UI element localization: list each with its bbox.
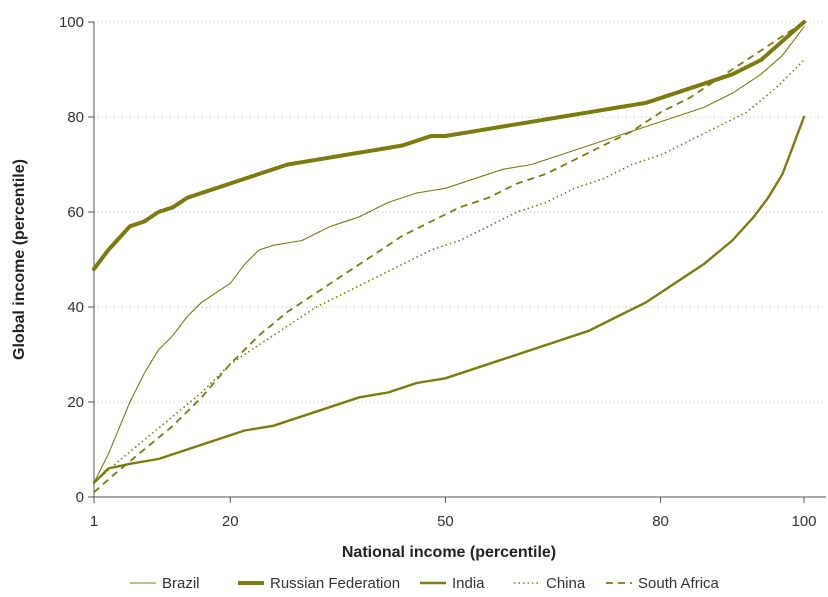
x-tick-label: 50 [437, 513, 454, 530]
series-lines [92, 20, 806, 493]
legend-label-south-africa: South Africa [638, 575, 720, 592]
series-line-south-africa [93, 21, 805, 493]
legend: Brazil Russian Federation India China South … [130, 575, 720, 592]
legend-label-russian-federation: Russian Federation [270, 575, 400, 592]
y-tick-label: 40 [67, 299, 84, 316]
y-tick-label: 60 [67, 204, 84, 221]
legend-label-brazil: Brazil [162, 575, 200, 592]
series-line-russian-federation [92, 20, 806, 271]
legend-label-india: India [452, 575, 485, 592]
y-tick-label: 80 [67, 109, 84, 126]
x-tick-label: 80 [652, 513, 669, 530]
series-line-china [93, 59, 805, 484]
x-axis-title: National income (percentile) [342, 544, 556, 561]
axes [88, 21, 826, 503]
x-tick-label: 1 [90, 513, 98, 530]
x-tick-label: 20 [222, 513, 239, 530]
x-tick-label: 100 [791, 513, 816, 530]
legend-label-china: China [546, 575, 586, 592]
y-tick-label: 20 [67, 394, 84, 411]
y-tick-label: 0 [76, 489, 84, 506]
y-tick-label: 100 [59, 14, 84, 31]
series-line-india [92, 115, 806, 484]
series-line-brazil [93, 26, 805, 484]
y-axis-title: Global income (percentile) [11, 159, 28, 360]
